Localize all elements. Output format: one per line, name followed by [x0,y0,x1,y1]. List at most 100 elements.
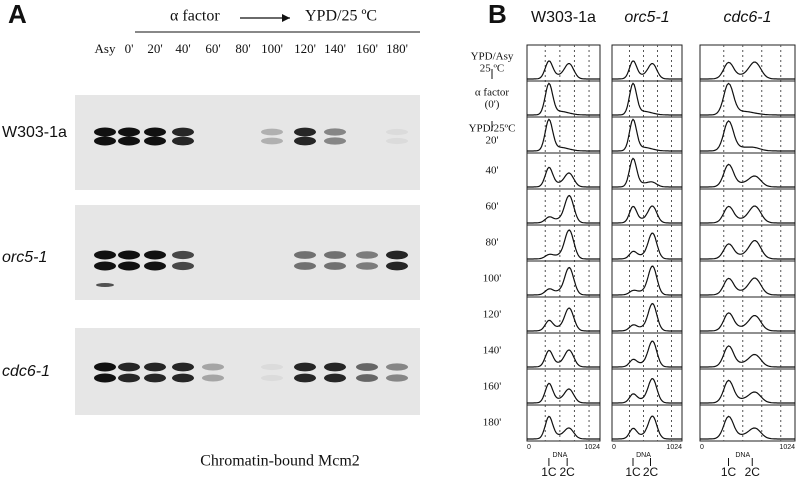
lane-label: 80' [235,41,250,56]
band [94,362,116,372]
panel-label: A [8,0,27,29]
lane-label: Asy [95,41,116,56]
band [144,261,166,271]
histogram [700,312,795,332]
histogram [527,307,600,332]
band [386,250,408,260]
treatment-end: YPD/25 ºC [305,8,377,25]
strain-header: cdc6-1 [723,9,771,26]
band [94,250,116,260]
band [144,250,166,260]
band [202,374,224,382]
timepoint-label: YPD/Asy [471,51,514,63]
band [172,373,194,383]
histogram [527,415,600,440]
band [94,261,116,271]
timepoint-label: 40' [486,165,499,177]
lane-label: 160' [356,41,378,56]
band [144,127,166,137]
histogram-frame [611,44,683,442]
histogram [700,277,795,296]
band [172,250,194,260]
caption: Chromatin-bound Mcm2 [200,453,360,470]
axis-min: 0 [527,444,531,451]
lane-label: 100' [261,41,283,56]
histogram [700,61,795,80]
histogram [700,239,795,260]
panel-label: B [488,0,507,29]
timepoint-label: 120' [483,309,502,321]
histogram [612,232,682,260]
timepoint-label: 80' [486,237,499,249]
timepoint-label: 20' [486,135,499,147]
band [294,373,316,383]
histogram [527,382,600,404]
histogram [700,379,795,404]
band [356,374,378,382]
band [172,127,194,137]
band [144,362,166,372]
timepoint-label: α factor [475,87,509,99]
histogram [700,205,795,224]
histogram [612,302,682,332]
histogram-frame [526,44,601,442]
band [94,127,116,137]
histogram [700,82,795,116]
band [294,136,316,146]
lane-label: 60' [205,41,220,56]
peak-label: 2C [643,465,659,479]
timepoint-label: 160' [483,381,502,393]
strain-header: orc5-1 [624,9,669,26]
band [356,363,378,371]
strain-label: W303-1a [2,124,67,141]
arrow-head [282,14,290,22]
band [294,362,316,372]
band [144,136,166,146]
histogram [700,345,795,368]
histogram [612,340,682,368]
lane-label: 40' [175,41,190,56]
band [172,362,194,372]
band [144,373,166,383]
peak-label: 2C [559,465,575,479]
band [324,137,346,145]
axis-label: DNA [552,452,567,459]
blot [75,328,420,415]
band [94,373,116,383]
peak-label: 1C [541,465,557,479]
axis-min: 0 [612,444,616,451]
band [118,373,140,383]
peak-label: 2C [745,465,761,479]
histogram [612,415,682,440]
band [202,363,224,371]
histogram [527,349,600,368]
histogram-frame [699,44,796,442]
band [324,251,346,259]
axis-label: DNA [636,452,651,459]
band [118,250,140,260]
histogram [527,194,600,224]
lane-label: 140' [324,41,346,56]
band [386,261,408,271]
band [261,363,283,371]
band [386,363,408,371]
histogram [612,205,682,224]
band [118,136,140,146]
histogram [700,415,795,440]
timepoint-label: 60' [486,201,499,213]
axis-max: 1024 [779,444,795,451]
lane-label: 0' [125,41,134,56]
histogram [612,60,682,80]
histogram [612,118,682,152]
histogram [700,163,795,188]
band [96,283,114,287]
band [386,374,408,382]
histogram [612,265,682,296]
axis-max: 1024 [584,444,600,451]
histogram [612,82,682,116]
band [356,262,378,270]
band [172,136,194,146]
band [118,362,140,372]
band [294,127,316,137]
timepoint-label: 140' [483,345,502,357]
